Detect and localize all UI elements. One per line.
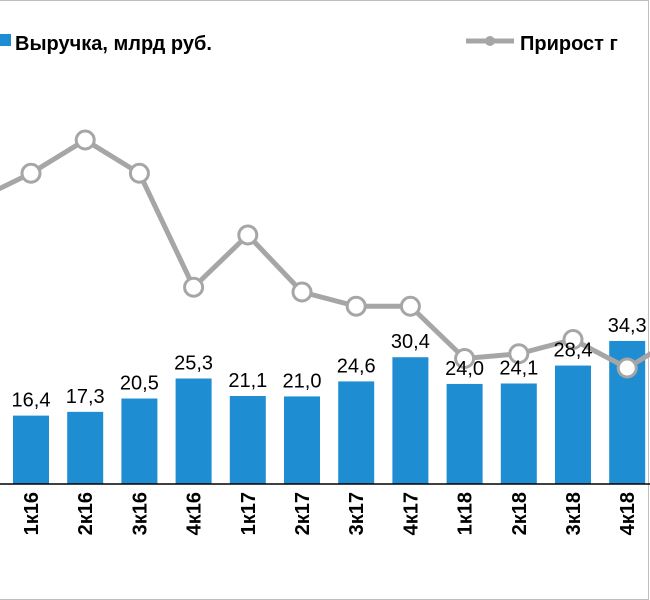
bar-label-4к18: 34,3 (608, 315, 647, 337)
growth-point-3к16 (128, 162, 150, 184)
growth-point-3к17 (345, 295, 367, 317)
x-tick-2к18: 2к18 (509, 492, 531, 535)
legend-label-growth: Прирост г (520, 33, 618, 55)
x-tick-3к16: 3к16 (129, 492, 151, 535)
bar-label-1к18: 24,0 (445, 358, 484, 380)
x-tick-1к16: 1к16 (21, 492, 43, 535)
x-tick-3к17: 3к17 (346, 492, 368, 535)
x-tick-4к17: 4к17 (400, 492, 422, 535)
x-tick-1к17: 1к17 (238, 492, 260, 535)
bar-label-4к16: 25,3 (174, 352, 213, 374)
bar-1к18 (446, 383, 483, 484)
growth-point-4к16 (183, 276, 205, 298)
x-axis-ticks: 1к16 2к16 3к16 4к16 1к17 2к17 3к17 4к17 1к18 2к18… (21, 492, 639, 535)
growth-point-2к18 (508, 343, 530, 365)
data-labels: 16,4 17,3 20,5 25,3 21,1 21,0 24,6 30,4 24,0 24,1… (12, 315, 647, 412)
bar-2к16 (67, 411, 104, 484)
bar-4к17 (392, 357, 429, 484)
bar-3к17 (338, 381, 375, 484)
x-tick-2к16: 2к16 (75, 492, 97, 535)
bar-label-4к17: 30,4 (391, 331, 430, 353)
legend-swatch-revenue (0, 34, 11, 46)
bar-2к18 (500, 383, 537, 484)
growth-point-1к16 (20, 162, 42, 184)
bar-label-3к17: 24,6 (337, 355, 376, 377)
bar-label-2к16: 17,3 (66, 386, 105, 408)
growth-point-4к17 (399, 295, 421, 317)
x-tick-2к17: 2к17 (292, 492, 314, 535)
growth-point-4к18 (616, 357, 638, 379)
bar-label-1к16: 16,4 (12, 390, 51, 412)
bar-label-3к16: 20,5 (120, 373, 159, 395)
growth-point-3к18 (562, 329, 584, 350)
line-series (0, 129, 650, 379)
bar-label-1к17: 21,1 (228, 370, 267, 392)
legend-marker-growth (485, 36, 495, 46)
bar-series (13, 340, 646, 484)
bar-label-3к18: 28,4 (554, 340, 593, 362)
x-tick-4к18: 4к18 (617, 492, 639, 535)
growth-point-1к17 (237, 224, 259, 246)
legend-label-revenue: Выручка, млрд руб. (15, 33, 212, 55)
growth-point-2к16 (74, 129, 96, 151)
x-tick-3к18: 3к18 (563, 492, 585, 535)
bar-4к16 (175, 378, 212, 484)
growth-point-1к18 (454, 348, 476, 369)
bar-1к17 (229, 396, 266, 484)
growth-point-2к17 (291, 281, 313, 303)
growth-line (0, 137, 650, 371)
x-tick-4к16: 4к16 (184, 492, 206, 535)
bar-3к16 (121, 398, 158, 484)
bar-1к16 (13, 415, 49, 484)
bar-label-2к18: 24,1 (499, 358, 538, 380)
bar-label-2к17: 21,0 (283, 370, 322, 392)
legend: Выручка, млрд руб. Прирост г (0, 33, 618, 55)
bar-2к17 (284, 396, 320, 484)
bar-3к18 (555, 365, 591, 484)
x-tick-1к18: 1к18 (455, 492, 477, 535)
